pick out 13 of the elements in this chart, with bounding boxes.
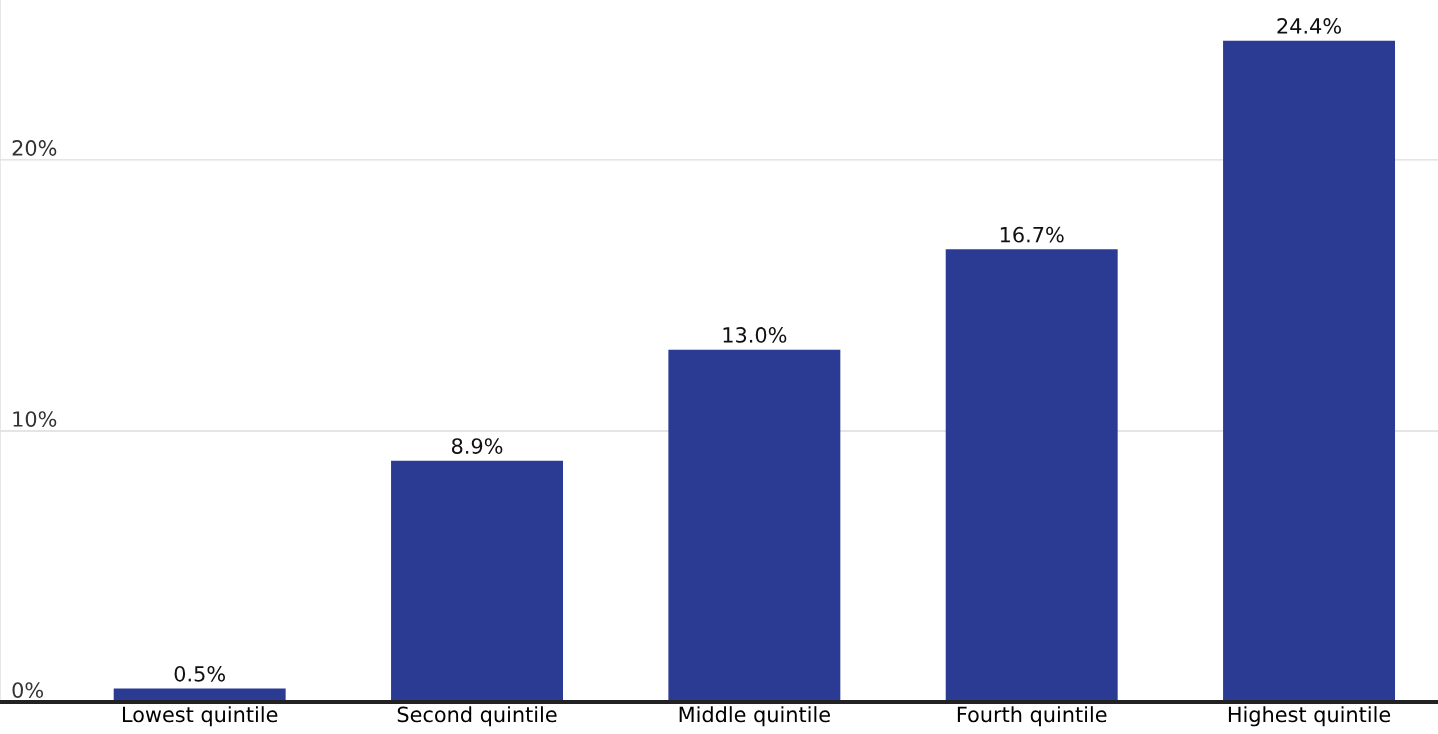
y-tick-label: 10% [13,411,57,427]
data-label: 0.5% [174,665,225,682]
data-label: 13.0% [723,327,787,343]
data-label: 8.9% [451,438,503,454]
x-tick-label: Fourth quintile [957,706,1107,727]
x-tick-label: Second quintile [397,706,557,727]
x-tick-label: Middle quintile [679,706,830,727]
y-tick-label: 0% [12,682,44,698]
data-label: 16.7% [1000,226,1064,243]
data-label: 24.4% [1277,18,1341,34]
x-tick-label: Lowest quintile [122,706,278,727]
x-tick-label: Highest quintile [1228,706,1391,727]
y-tick-label: 20% [12,140,57,156]
